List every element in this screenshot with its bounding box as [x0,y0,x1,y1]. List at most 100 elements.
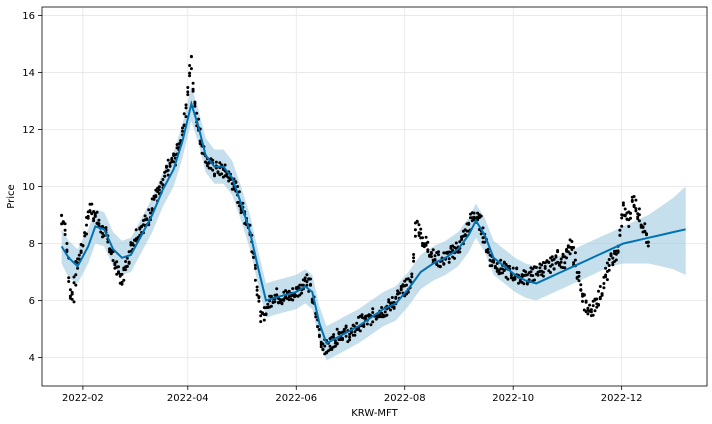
observed-point [550,263,554,267]
observed-point [614,252,618,256]
observed-point [605,261,609,265]
observed-point [577,271,581,274]
observed-point [213,173,216,177]
observed-point [70,297,74,301]
observed-point [616,249,620,253]
observed-point [447,260,451,264]
observed-point [458,240,462,244]
observed-point [305,273,309,277]
y-tick-label: 10 [22,182,35,193]
observed-point [125,256,129,260]
observed-point [85,232,88,236]
observed-point [614,258,618,262]
forecast-line-group [60,100,686,345]
observed-point [609,254,613,258]
observed-point [607,258,611,261]
observed-point [637,213,641,217]
observed-point [63,233,67,236]
observed-point [90,202,94,206]
observed-point [429,251,433,254]
observed-point [607,268,611,272]
observed-point [86,216,90,220]
observed-point [67,276,71,280]
observed-point [380,306,384,309]
observed-point [184,106,188,110]
observed-point [70,292,74,296]
observed-point [589,310,593,314]
observed-point [76,266,80,270]
observed-point [438,264,442,268]
observed-point [360,313,364,317]
observed-point [355,321,359,325]
observed-point [627,225,631,228]
observed-point [490,264,494,268]
forecast-line [60,100,686,345]
observed-point [63,222,67,226]
observed-point [547,261,551,264]
observed-point [637,219,641,223]
observed-point [513,275,517,279]
observed-point [433,254,437,258]
observed-point [236,185,240,188]
observed-point [344,334,348,338]
observed-point [389,308,392,312]
observed-point [314,315,318,319]
observed-point [157,188,161,192]
observed-point [410,275,414,279]
observed-point [552,267,556,271]
observed-point [579,283,583,287]
observed-point [604,266,608,270]
observed-point [511,266,515,270]
observed-point [426,250,430,253]
observed-point [634,207,638,211]
observed-point [634,209,638,213]
observed-point [630,200,634,203]
observed-point [579,288,583,292]
observed-point [369,323,373,327]
observed-point [525,282,529,286]
observed-point [371,307,375,311]
observed-point [371,320,375,324]
observed-point [383,310,387,314]
observed-point [170,156,174,160]
observed-point [257,295,261,299]
observed-point [559,260,563,264]
observed-point [374,317,378,321]
observed-point [191,89,195,93]
observed-point [65,242,69,245]
observed-point [385,313,389,317]
observed-point [77,253,81,257]
observed-point [554,255,558,259]
observed-point [287,289,291,293]
observed-point [140,225,144,229]
observed-point [193,102,197,106]
observed-point [563,261,567,265]
uncertainty-interval [61,86,686,361]
observed-point [533,278,536,282]
observed-point [632,203,636,207]
observed-point [410,272,414,276]
observed-point [149,211,152,215]
observed-point [543,265,547,268]
observed-point [453,256,456,260]
observed-point [634,198,638,202]
observed-point [472,211,476,215]
observed-point [353,333,357,337]
observed-point [172,160,176,164]
observed-point [316,325,320,329]
observed-point [186,90,190,94]
observed-point [353,330,357,334]
observed-point [437,253,440,257]
observed-point [419,227,423,231]
observed-point [218,161,222,165]
observed-point [604,275,608,279]
observed-point [641,225,645,229]
observed-point [186,93,190,97]
observed-point [92,219,96,223]
observed-point [181,126,184,130]
observed-point [291,287,295,291]
observed-point [371,311,375,314]
observed-point [198,142,202,146]
observed-point [143,214,147,218]
observed-point [182,112,186,116]
